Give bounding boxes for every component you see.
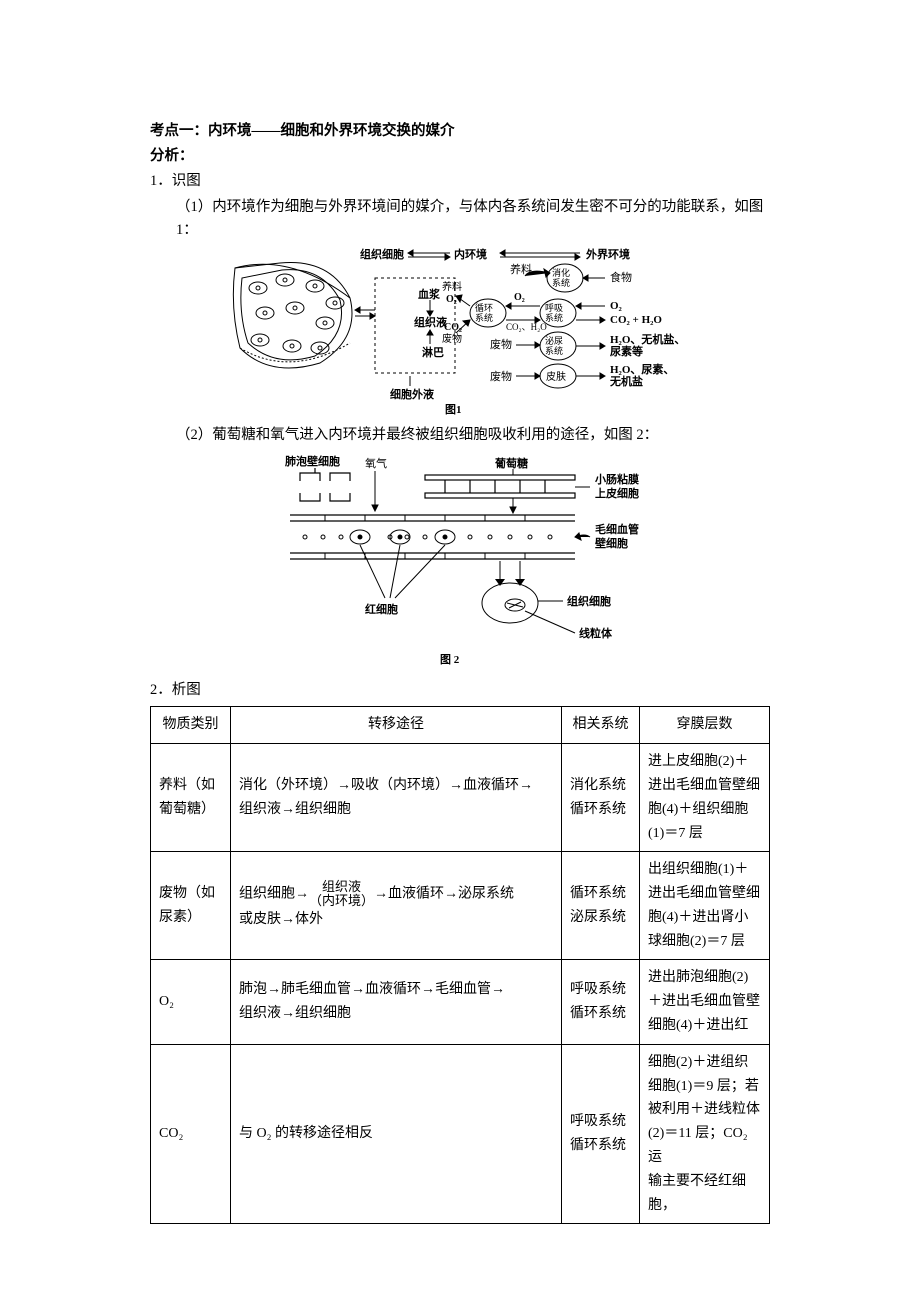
svg-text:系统: 系统 bbox=[552, 277, 570, 288]
svg-text:外界环境: 外界环境 bbox=[585, 248, 630, 261]
cell-route: 消化（外环境）→吸收（内环境）→血液循环→ 组织液→组织细胞 bbox=[231, 744, 562, 852]
analysis-table: 物质类别 转移途径 相关系统 穿膜层数 养料（如 葡萄糖） 消化（外环境）→吸收… bbox=[150, 706, 770, 1224]
svg-text:血浆: 血浆 bbox=[418, 287, 441, 301]
item-1a: （1）内环境作为细胞与外界环境间的媒介，与体内各系统间发生密不可分的功能联系，如… bbox=[150, 196, 770, 242]
svg-text:O₂: O₂ bbox=[446, 294, 457, 305]
cell-systems: 呼吸系统 循环系统 bbox=[562, 960, 640, 1044]
svg-text:O₂: O₂ bbox=[514, 292, 525, 303]
cell-layers: 进上皮细胞(2)＋ 进出毛细血管壁细 胞(4)＋组织细胞 (1)＝7 层 bbox=[640, 744, 770, 852]
cell-systems: 循环系统 泌尿系统 bbox=[562, 852, 640, 960]
svg-text:组织细胞: 组织细胞 bbox=[567, 594, 611, 608]
svg-text:图 2: 图 2 bbox=[440, 653, 460, 666]
svg-text:食物: 食物 bbox=[610, 270, 632, 284]
col-route: 转移途径 bbox=[231, 707, 562, 744]
cell-route: 与 O₂ 的转移途径相反 bbox=[231, 1044, 562, 1224]
cell-route: 组织细胞→组织液（内环境）→血液循环→泌尿系统 或皮肤→体外 bbox=[231, 852, 562, 960]
cell-category: 废物（如 尿素） bbox=[151, 852, 231, 960]
svg-text:O₂: O₂ bbox=[610, 300, 623, 312]
svg-text:尿素等: 尿素等 bbox=[610, 344, 643, 358]
analysis-label: 分析： bbox=[150, 145, 770, 168]
cell-category: 养料（如 葡萄糖） bbox=[151, 744, 231, 852]
svg-text:组织细胞: 组织细胞 bbox=[360, 248, 404, 261]
svg-text:皮肤: 皮肤 bbox=[546, 370, 566, 383]
table-row: O₂ 肺泡→肺毛细血管→血液循环→毛细血管→ 组织液→组织细胞 呼吸系统 循环系… bbox=[151, 960, 770, 1044]
svg-text:CO₂ + H₂O: CO₂ + H₂O bbox=[610, 314, 662, 326]
svg-text:系统: 系统 bbox=[475, 312, 493, 323]
svg-text:呼吸: 呼吸 bbox=[545, 303, 563, 313]
svg-text:系统: 系统 bbox=[545, 345, 563, 356]
svg-text:葡萄糖: 葡萄糖 bbox=[494, 456, 528, 470]
svg-text:壁细胞: 壁细胞 bbox=[595, 536, 628, 550]
item-1: 1．识图 bbox=[150, 170, 770, 193]
svg-text:上皮细胞: 上皮细胞 bbox=[595, 486, 639, 500]
cell-layers: 出组织细胞(1)＋ 进出毛细血管壁细 胞(4)＋进出肾小 球细胞(2)＝7 层 bbox=[640, 852, 770, 960]
svg-text:养料: 养料 bbox=[442, 280, 462, 293]
svg-text:H₂O、无机盐、: H₂O、无机盐、 bbox=[610, 332, 685, 346]
svg-text:无机盐: 无机盐 bbox=[609, 374, 643, 388]
table-row: 养料（如 葡萄糖） 消化（外环境）→吸收（内环境）→血液循环→ 组织液→组织细胞… bbox=[151, 744, 770, 852]
svg-text:泌尿: 泌尿 bbox=[545, 335, 563, 346]
col-category: 物质类别 bbox=[151, 707, 231, 744]
table-row: 废物（如 尿素） 组织细胞→组织液（内环境）→血液循环→泌尿系统 或皮肤→体外 … bbox=[151, 852, 770, 960]
cell-layers: 细胞(2)＋进组织 细胞(1)＝9 层；若 被利用＋进线粒体 (2)＝11 层；… bbox=[640, 1044, 770, 1224]
svg-text:循环: 循环 bbox=[475, 302, 493, 313]
svg-text:内环境: 内环境 bbox=[454, 248, 487, 261]
item-2: 2．析图 bbox=[150, 679, 770, 702]
figure-2: 肺泡壁细胞 氧气 葡萄糖 小肠粘膜 上皮细胞 bbox=[150, 453, 770, 673]
svg-text:毛细血管: 毛细血管 bbox=[595, 522, 639, 536]
cell-category: CO₂ bbox=[151, 1044, 231, 1224]
svg-text:线粒体: 线粒体 bbox=[579, 626, 613, 640]
svg-text:废物: 废物 bbox=[442, 332, 462, 345]
svg-text:红细胞: 红细胞 bbox=[365, 602, 398, 616]
table-row: CO₂ 与 O₂ 的转移途径相反 呼吸系统 循环系统 细胞(2)＋进组织 细胞(… bbox=[151, 1044, 770, 1224]
svg-text:系统: 系统 bbox=[545, 312, 563, 323]
cell-route: 肺泡→肺毛细血管→血液循环→毛细血管→ 组织液→组织细胞 bbox=[231, 960, 562, 1044]
cell-layers: 进出肺泡细胞(2) ＋进出毛细血管壁 细胞(4)＋进出红 bbox=[640, 960, 770, 1044]
svg-text:CO₂、H₂O: CO₂、H₂O bbox=[506, 322, 547, 332]
svg-text:氧气: 氧气 bbox=[365, 456, 387, 470]
table-header-row: 物质类别 转移途径 相关系统 穿膜层数 bbox=[151, 707, 770, 744]
svg-text:废物: 废物 bbox=[490, 369, 512, 383]
svg-text:组织液: 组织液 bbox=[414, 315, 448, 329]
figure-1: 组织细胞 内环境 外界环境 血浆 养料 O₂ CO₂ 废物 组织液 淋巴 细胞外… bbox=[150, 248, 770, 418]
svg-text:小肠粘膜: 小肠粘膜 bbox=[594, 472, 639, 486]
svg-text:细胞外液: 细胞外液 bbox=[390, 387, 435, 401]
svg-text:图1: 图1 bbox=[445, 403, 462, 416]
cell-category: O₂ bbox=[151, 960, 231, 1044]
svg-text:淋巴: 淋巴 bbox=[422, 345, 444, 359]
item-1b: （2）葡萄糖和氧气进入内环境并最终被组织细胞吸收利用的途径，如图 2： bbox=[150, 424, 770, 447]
svg-text:消化: 消化 bbox=[552, 267, 570, 278]
svg-text:H₂O、尿素、: H₂O、尿素、 bbox=[610, 362, 674, 376]
svg-text:肺泡壁细胞: 肺泡壁细胞 bbox=[285, 454, 340, 468]
col-systems: 相关系统 bbox=[562, 707, 640, 744]
page-title: 考点一：内环境——细胞和外界环境交换的媒介 bbox=[150, 120, 770, 143]
svg-text:废物: 废物 bbox=[490, 337, 512, 351]
cell-systems: 呼吸系统 循环系统 bbox=[562, 1044, 640, 1224]
col-layers: 穿膜层数 bbox=[640, 707, 770, 744]
cell-systems: 消化系统 循环系统 bbox=[562, 744, 640, 852]
